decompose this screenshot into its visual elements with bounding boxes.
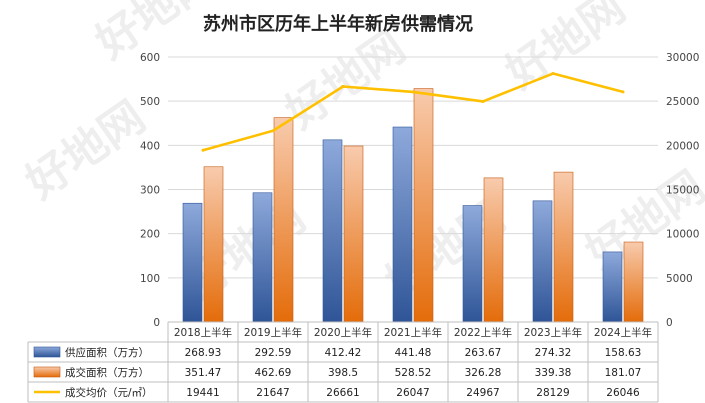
supply-bar: [182, 202, 203, 323]
left-tick-label: 500: [140, 96, 160, 108]
left-tick-label: 100: [140, 273, 160, 285]
legend-key-supply: [33, 346, 61, 358]
supply-bar: [602, 251, 623, 323]
watermark-text: 好地网: [496, 0, 634, 100]
data-cell: 412.42: [325, 347, 362, 359]
category-label: 2023上半年: [524, 326, 582, 339]
deal-bar: [623, 241, 644, 323]
category-label: 2024上半年: [594, 326, 652, 339]
data-cell: 441.48: [395, 347, 432, 359]
supply-bar: [532, 200, 553, 323]
deal-bar: [553, 171, 574, 323]
legend-key-deal: [33, 366, 61, 378]
deal-bar: [413, 88, 434, 323]
data-cell: 181.07: [605, 367, 642, 379]
supply-bar: [392, 126, 413, 323]
price-point: [551, 72, 555, 76]
category-label: 2022上半年: [454, 326, 512, 339]
price-point: [481, 99, 485, 103]
right-tick-label: 20000: [666, 140, 699, 152]
right-tick-label: 30000: [666, 52, 699, 64]
price-point: [621, 90, 625, 94]
price-line-layer: [201, 72, 625, 152]
data-cell: 158.63: [605, 347, 642, 359]
right-tick-label: 0: [666, 317, 673, 329]
right-tick-label: 15000: [666, 185, 699, 197]
price-point: [341, 84, 345, 88]
left-tick-label: 400: [140, 140, 160, 152]
category-label: 2021上半年: [384, 326, 442, 339]
supply-bar: [322, 139, 343, 323]
data-cell: 21647: [256, 387, 289, 399]
watermark-text: 好地网: [276, 22, 414, 140]
left-tick-label: 600: [140, 52, 160, 64]
data-cell: 339.38: [535, 367, 572, 379]
data-cell: 26661: [326, 387, 359, 399]
data-cell: 268.93: [185, 347, 222, 359]
category-label: 2019上半年: [244, 326, 302, 339]
data-cell: 398.5: [328, 367, 358, 379]
chart-title: 苏州市区历年上半年新房供需情况: [203, 13, 473, 35]
deal-bar: [483, 177, 504, 323]
data-cell: 528.52: [395, 367, 432, 379]
legend-label: 成交均价（元/㎡）: [65, 386, 153, 399]
deal-bar: [203, 166, 224, 323]
price-point: [411, 90, 415, 94]
bars: [182, 88, 644, 323]
data-cell: 28129: [536, 387, 569, 399]
supply-bar: [462, 205, 483, 323]
category-label: 2020上半年: [314, 326, 372, 339]
right-tick-label: 5000: [666, 273, 693, 285]
data-cell: 263.67: [465, 347, 502, 359]
data-cell: 24967: [466, 387, 499, 399]
data-cell: 19441: [186, 387, 219, 399]
watermark-text: 好地网: [16, 92, 154, 210]
left-axis: 0 100 200 300 400 500 600: [140, 52, 160, 329]
right-tick-label: 10000: [666, 229, 699, 241]
left-tick-label: 0: [153, 317, 160, 329]
left-tick-label: 300: [140, 185, 160, 197]
deal-bar: [273, 117, 294, 323]
price-line: [202, 72, 624, 152]
price-point: [201, 148, 205, 152]
data-cell: 351.47: [185, 367, 222, 379]
right-tick-label: 25000: [666, 96, 699, 108]
data-cell: 462.69: [255, 367, 292, 379]
price-point: [271, 129, 275, 133]
left-tick-label: 200: [140, 229, 160, 241]
right-axis: 0 5000 10000 15000 20000 25000 30000: [666, 52, 699, 329]
data-cell: 26047: [396, 387, 429, 399]
legend-label: 成交面积（万方）: [65, 366, 149, 379]
data-cell: 292.59: [255, 347, 292, 359]
category-label: 2018上半年: [174, 326, 232, 339]
data-cell: 326.28: [465, 367, 502, 379]
data-table: 2018上半年 2019上半年 2020上半年 2021上半年 2022上半年 2023上…: [27, 321, 659, 403]
legend-label: 供应面积（万方）: [65, 346, 149, 359]
data-cell: 26046: [606, 387, 640, 399]
deal-bar: [343, 145, 364, 323]
data-cell: 274.32: [535, 347, 572, 359]
supply-bar: [252, 192, 273, 323]
